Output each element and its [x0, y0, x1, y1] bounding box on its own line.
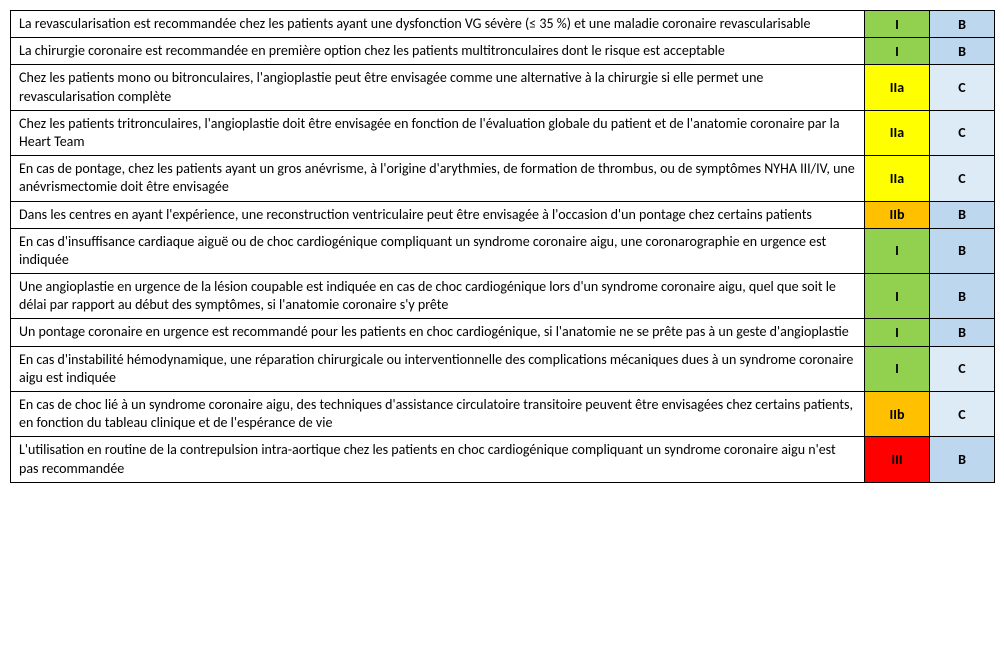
class-cell: I [865, 38, 930, 65]
table-row: Une angioplastie en urgence de la lésion… [11, 274, 995, 319]
recommendation-cell: En cas d'instabilité hémodynamique, une … [11, 346, 865, 391]
recommendation-cell: En cas de choc lié à un syndrome coronai… [11, 392, 865, 437]
level-cell: B [930, 38, 995, 65]
table-row: La revascularisation est recommandée che… [11, 11, 995, 38]
level-cell: C [930, 156, 995, 201]
class-cell: IIa [865, 110, 930, 155]
level-cell: B [930, 201, 995, 228]
table-row: Dans les centres en ayant l'expérience, … [11, 201, 995, 228]
recommendation-cell: Dans les centres en ayant l'expérience, … [11, 201, 865, 228]
class-cell: I [865, 274, 930, 319]
level-cell: B [930, 437, 995, 482]
recommendation-cell: En cas d'insuffisance cardiaque aiguë ou… [11, 228, 865, 273]
class-cell: I [865, 228, 930, 273]
level-cell: B [930, 319, 995, 346]
class-cell: I [865, 346, 930, 391]
class-cell: IIb [865, 392, 930, 437]
class-cell: IIb [865, 201, 930, 228]
class-cell: I [865, 319, 930, 346]
recommendation-cell: Chez les patients tritronculaires, l'ang… [11, 110, 865, 155]
level-cell: C [930, 110, 995, 155]
recommendation-cell: Un pontage coronaire en urgence est reco… [11, 319, 865, 346]
table-row: La chirurgie coronaire est recommandée e… [11, 38, 995, 65]
recommendation-cell: L'utilisation en routine de la contrepul… [11, 437, 865, 482]
table-row: L'utilisation en routine de la contrepul… [11, 437, 995, 482]
recommendation-cell: Une angioplastie en urgence de la lésion… [11, 274, 865, 319]
class-cell: I [865, 11, 930, 38]
table-row: En cas de pontage, chez les patients aya… [11, 156, 995, 201]
level-cell: B [930, 274, 995, 319]
level-cell: C [930, 346, 995, 391]
class-cell: IIa [865, 65, 930, 110]
table-row: Chez les patients mono ou bitronculaires… [11, 65, 995, 110]
recommendation-cell: Chez les patients mono ou bitronculaires… [11, 65, 865, 110]
recommendation-cell: En cas de pontage, chez les patients aya… [11, 156, 865, 201]
recommendations-table: La revascularisation est recommandée che… [10, 10, 995, 483]
recommendation-cell: La chirurgie coronaire est recommandée e… [11, 38, 865, 65]
level-cell: C [930, 392, 995, 437]
class-cell: IIa [865, 156, 930, 201]
class-cell: III [865, 437, 930, 482]
table-row: Un pontage coronaire en urgence est reco… [11, 319, 995, 346]
level-cell: B [930, 228, 995, 273]
table-row: En cas d'insuffisance cardiaque aiguë ou… [11, 228, 995, 273]
table-row: En cas de choc lié à un syndrome coronai… [11, 392, 995, 437]
table-row: Chez les patients tritronculaires, l'ang… [11, 110, 995, 155]
level-cell: C [930, 65, 995, 110]
level-cell: B [930, 11, 995, 38]
recommendation-cell: La revascularisation est recommandée che… [11, 11, 865, 38]
table-row: En cas d'instabilité hémodynamique, une … [11, 346, 995, 391]
